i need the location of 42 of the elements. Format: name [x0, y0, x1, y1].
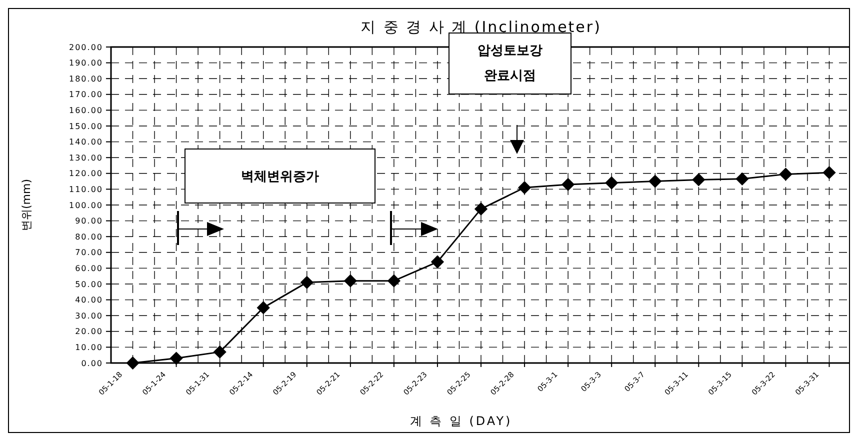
y-tick-label: 130.00: [69, 153, 103, 162]
y-tick-label: 20.00: [75, 327, 103, 336]
y-tick-label: 200.00: [69, 42, 103, 52]
y-axis-title: 변위(mm): [20, 178, 33, 232]
y-tick-label: 120.00: [69, 169, 103, 178]
y-tick-label: 90.00: [75, 216, 103, 226]
point: [822, 166, 836, 180]
point: [126, 356, 140, 370]
y-tick-label: 150.00: [69, 122, 103, 131]
y-tick-label: 160.00: [69, 106, 103, 115]
y-tick-label: 110.00: [69, 185, 103, 194]
y-tick-label: 40.00: [75, 296, 103, 305]
point: [779, 168, 792, 181]
point: [605, 176, 618, 190]
point: [430, 255, 444, 268]
point: [736, 172, 749, 186]
y-tick-label: 50.00: [75, 280, 103, 289]
point: [518, 181, 532, 194]
point: [256, 301, 270, 314]
point: [387, 274, 401, 288]
point: [213, 345, 226, 359]
point: [648, 174, 662, 188]
y-tick-label: 10.00: [75, 343, 103, 352]
point: [474, 202, 488, 216]
point: [692, 173, 706, 186]
y-tick-label: 60.00: [75, 264, 103, 273]
point: [170, 352, 183, 365]
annotation: 압성토보강 완료시점: [478, 44, 542, 84]
point: [561, 178, 575, 192]
y-tick-label: 170.00: [69, 90, 103, 100]
point: [300, 276, 314, 289]
point: [344, 274, 357, 288]
y-tick-label: 0.00: [81, 358, 103, 368]
y-tick-label: 80.00: [75, 232, 103, 242]
y-tick-label: 70.00: [75, 248, 103, 258]
y-tick-label: 100.00: [69, 200, 103, 210]
y-tick-label: 140.00: [69, 138, 103, 147]
y-tick-label: 180.00: [69, 74, 103, 84]
annotation: 벽체변위증가: [241, 170, 319, 185]
y-tick-label: 30.00: [75, 311, 103, 320]
x-axis-title: 계 측 일 (DAY): [410, 414, 512, 428]
y-tick-label: 190.00: [69, 58, 103, 68]
